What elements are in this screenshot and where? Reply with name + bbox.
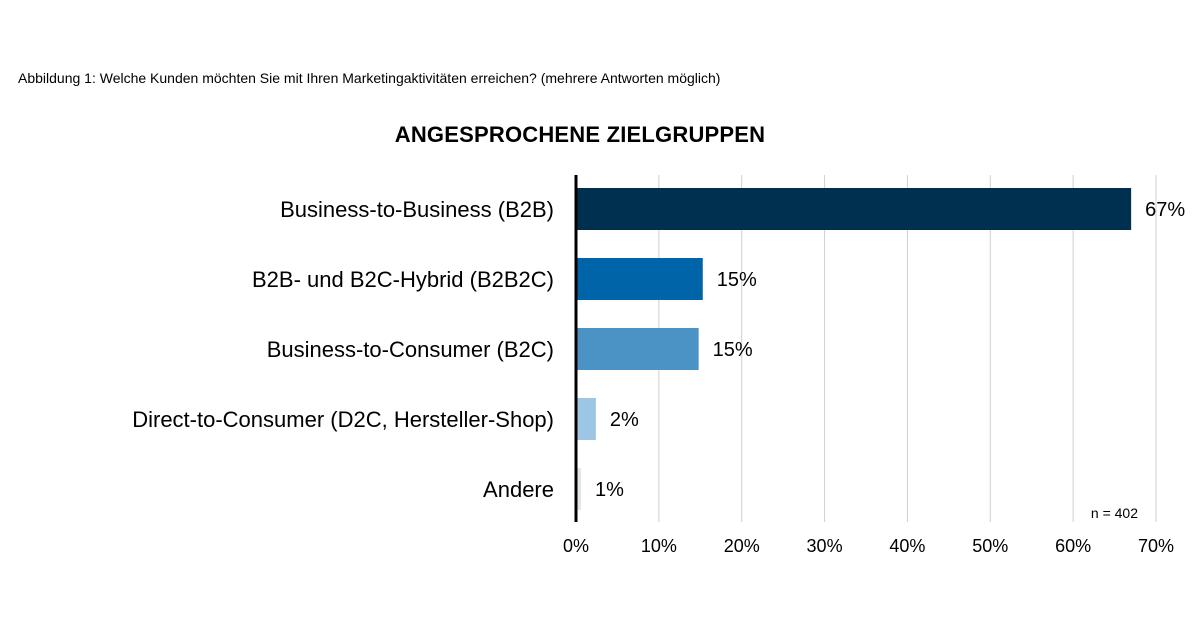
x-tick-label: 60% xyxy=(1055,536,1091,556)
x-tick-label: 30% xyxy=(807,536,843,556)
bar xyxy=(576,258,703,300)
x-tick-label: 10% xyxy=(641,536,677,556)
x-tick-label: 70% xyxy=(1138,536,1174,556)
category-label: Business-to-Business (B2B) xyxy=(280,197,554,222)
x-tick-label: 40% xyxy=(889,536,925,556)
bar xyxy=(576,398,596,440)
figure-caption: Abbildung 1: Welche Kunden möchten Sie m… xyxy=(18,70,721,86)
bar xyxy=(576,328,699,370)
data-label: 1% xyxy=(595,479,624,501)
category-label: B2B- und B2C-Hybrid (B2B2C) xyxy=(252,267,554,292)
x-tick-label: 0% xyxy=(563,536,589,556)
category-label: Business-to-Consumer (B2C) xyxy=(267,337,554,362)
labels: 0% 10% 20% 30% 40% 50% 60% 70% Business-to-Busin… xyxy=(132,197,1185,556)
sample-size-note: n = 402 xyxy=(1091,505,1138,521)
chart-title: ANGESPROCHENE ZIELGRUPPEN xyxy=(394,122,766,147)
category-label: Andere xyxy=(483,477,554,502)
data-label: 2% xyxy=(610,409,639,431)
x-tick-label: 50% xyxy=(972,536,1008,556)
category-label: Direct-to-Consumer (D2C, Hersteller-Shop… xyxy=(132,407,554,432)
bar xyxy=(576,188,1132,230)
data-label: 15% xyxy=(717,269,757,291)
bars xyxy=(576,188,1132,510)
data-label: 67% xyxy=(1145,199,1185,221)
bar xyxy=(576,468,581,510)
x-tick-label: 20% xyxy=(724,536,760,556)
data-label: 15% xyxy=(713,339,753,361)
